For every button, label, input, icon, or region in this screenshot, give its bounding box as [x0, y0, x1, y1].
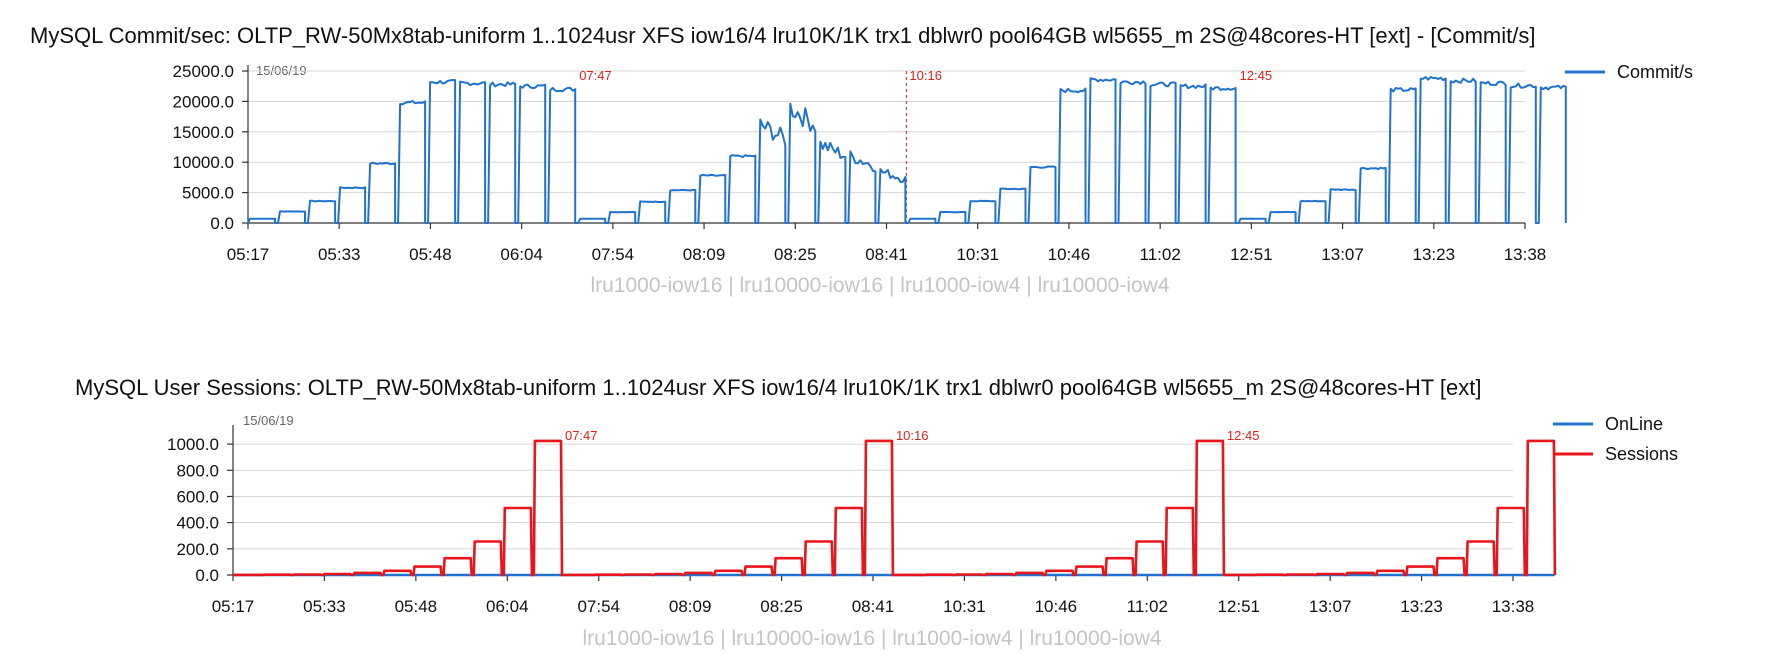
y-tick-label: 15000.0 [173, 123, 234, 142]
x-tick-label: 10:31 [956, 245, 999, 264]
sessions-chart: MySQL User Sessions: OLTP_RW-50Mx8tab-un… [75, 375, 1678, 650]
x-tick-label: 06:04 [486, 597, 529, 616]
series-line-commit-s [247, 76, 1567, 224]
y-tick-label: 25000.0 [173, 62, 234, 81]
x-tick-label: 13:38 [1492, 597, 1535, 616]
y-tick-label: 200.0 [176, 540, 219, 559]
legend-label: Commit/s [1617, 62, 1693, 82]
y-tick-label: 600.0 [176, 487, 219, 506]
x-tick-label: 10:46 [1048, 245, 1091, 264]
y-tick-label: 1000.0 [167, 435, 219, 454]
x-tick-label: 13:07 [1309, 597, 1352, 616]
legend-label: Sessions [1605, 444, 1678, 464]
x-tick-label: 08:41 [865, 245, 908, 264]
x-tick-label: 13:07 [1321, 245, 1364, 264]
marker-label: 12:45 [1227, 428, 1260, 443]
x-tick-label: 13:23 [1413, 245, 1456, 264]
x-tick-label: 08:25 [774, 245, 817, 264]
sessions-chart-date: 15/06/19 [243, 413, 294, 428]
commit-chart-title: MySQL Commit/sec: OLTP_RW-50Mx8tab-unifo… [30, 23, 1535, 48]
y-tick-label: 0.0 [195, 566, 219, 585]
y-tick-label: 20000.0 [173, 92, 234, 111]
x-tick-label: 05:48 [395, 597, 438, 616]
x-tick-label: 12:51 [1230, 245, 1273, 264]
marker-label: 10:16 [909, 68, 942, 83]
x-tick-label: 07:54 [592, 245, 635, 264]
x-tick-label: 10:46 [1035, 597, 1078, 616]
x-tick-label: 05:33 [318, 245, 361, 264]
marker-label: 07:47 [579, 68, 612, 83]
marker-label: 10:16 [896, 428, 929, 443]
series-line-sessions [232, 439, 1557, 577]
commit-chart: MySQL Commit/sec: OLTP_RW-50Mx8tab-unifo… [30, 23, 1693, 297]
x-tick-label: 13:38 [1504, 245, 1547, 264]
y-tick-label: 0.0 [210, 214, 234, 233]
y-tick-label: 400.0 [176, 514, 219, 533]
x-tick-label: 12:51 [1217, 597, 1260, 616]
sessions-chart-title: MySQL User Sessions: OLTP_RW-50Mx8tab-un… [75, 375, 1482, 400]
commit-chart-xlabel: lru1000-iow16 | lru10000-iow16 | lru1000… [590, 274, 1169, 297]
x-tick-label: 08:41 [852, 597, 895, 616]
sessions-chart-xlabel: lru1000-iow16 | lru10000-iow16 | lru1000… [582, 627, 1161, 650]
legend-label: OnLine [1605, 414, 1663, 434]
x-tick-label: 08:09 [683, 245, 726, 264]
x-tick-label: 05:17 [227, 245, 270, 264]
x-tick-label: 10:31 [943, 597, 986, 616]
x-tick-label: 13:23 [1400, 597, 1443, 616]
x-tick-label: 07:54 [577, 597, 620, 616]
x-tick-label: 05:17 [212, 597, 255, 616]
x-tick-label: 05:33 [303, 597, 346, 616]
y-tick-label: 5000.0 [182, 184, 234, 203]
y-tick-label: 800.0 [176, 461, 219, 480]
x-tick-label: 11:02 [1127, 597, 1168, 616]
y-tick-label: 10000.0 [173, 153, 234, 172]
marker-label: 07:47 [565, 428, 598, 443]
x-tick-label: 08:25 [760, 597, 803, 616]
x-tick-label: 08:09 [669, 597, 712, 616]
x-tick-label: 05:48 [409, 245, 452, 264]
marker-label: 12:45 [1240, 68, 1273, 83]
x-tick-label: 11:02 [1140, 245, 1181, 264]
x-tick-label: 06:04 [500, 245, 543, 264]
